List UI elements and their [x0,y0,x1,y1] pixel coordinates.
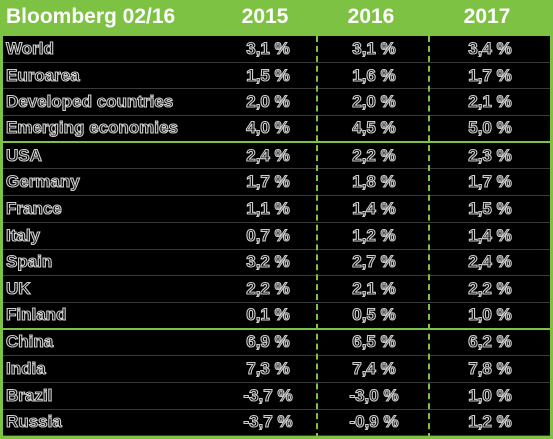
cell-2017: 2,2 % [468,278,513,299]
cell-2016: 4,5 % [352,118,397,138]
cell-2015: 7,3 % [246,359,291,379]
table-row: Euroarea 1,5 % 1,6 % 1,7 % [3,62,550,90]
cell-2015: 2,4 % [246,145,291,165]
cell-2015: 1,1 % [246,198,291,218]
row-label: Brazil [5,385,53,405]
cell-2017: 3,4 % [468,38,513,58]
cell-2017: 5,0 % [468,118,513,138]
cell-2016: 2,2 % [352,145,397,165]
cell-2016: 1,6 % [352,65,397,85]
cell-2016: -3,0 % [349,385,399,405]
row-label: UK [5,278,31,299]
cell-2017: 1,4 % [468,225,513,245]
table-row: Germany 1,7 % 1,8 % 1,7 % [3,169,550,197]
table-row: Developed countries 2,0 % 2,0 % 2,1 % [3,89,550,117]
cell-2017: 7,8 % [468,359,513,379]
cell-2016: 7,4 % [352,359,397,379]
cell-2015: 3,1 % [246,38,291,58]
cell-2016: 1,8 % [352,172,397,192]
column-header-2017: 2017 [463,5,511,28]
table-row: Spain 3,2 % 2,7 % 2,4 % [3,249,550,277]
cell-2015: 2,2 % [246,278,291,299]
cell-2017: 1,7 % [468,172,513,192]
cell-2017: 1,0 % [468,385,513,405]
cell-2015: 0,1 % [246,305,291,325]
table-row: World 3,1 % 3,1 % 3,4 % [3,36,550,63]
cell-2015: 0,7 % [246,225,291,245]
row-label: China [5,332,54,352]
cell-2016: 1,2 % [352,225,397,245]
cell-2017: 1,0 % [468,305,513,325]
cell-2015: -3,7 % [243,412,293,432]
row-label: Italy [5,225,41,245]
table-body: World 3,1 % 3,1 % 3,4 % Euroarea 1,5 % 1,6 % 1,… [3,36,550,437]
table-title: Bloomberg 02/16 [6,5,176,28]
cell-2017: 1,2 % [468,412,513,432]
column-header-2016: 2016 [347,5,395,28]
cell-2016: 2,0 % [352,92,397,112]
column-divider [316,36,318,439]
row-label: World [5,38,54,58]
cell-2016: 2,7 % [352,252,397,272]
cell-2016: 6,5 % [352,332,397,352]
cell-2016: 1,4 % [352,198,397,218]
cell-2017: 2,4 % [468,252,513,272]
cell-2015: 6,9 % [246,332,291,352]
cell-2015: 4,0 % [246,118,291,138]
table-row: China 6,9 % 6,5 % 6,2 % [3,329,550,357]
table-header: Bloomberg 02/16 2015 2016 2017 [0,0,553,36]
cell-2016: 0,5 % [352,305,397,325]
table-row: UK 2,2 % 2,1 % 2,2 % [3,276,550,303]
row-label: Euroarea [5,65,80,85]
row-label: France [5,198,62,218]
row-label: India [5,359,46,379]
cell-2015: 2,0 % [246,92,291,112]
row-label: Developed countries [5,92,174,112]
column-header-2015: 2015 [241,5,289,28]
row-label: Russia [5,412,62,432]
row-label: Finland [5,305,67,325]
cell-2017: 1,5 % [468,198,513,218]
table-row: France 1,1 % 1,4 % 1,5 % [3,196,550,223]
cell-2015: 3,2 % [246,252,291,272]
cell-2016: 3,1 % [352,38,397,58]
cell-2015: -3,7 % [243,385,293,405]
table-row: Finland 0,1 % 0,5 % 1,0 % [3,302,550,330]
row-label: Emerging economies [5,118,178,138]
cell-2017: 6,2 % [468,332,513,352]
row-label: Spain [5,252,53,272]
cell-2015: 1,5 % [246,65,291,85]
table-row: Italy 0,7 % 1,2 % 1,4 % [3,222,550,250]
row-label: USA [5,145,42,165]
table-row: USA 2,4 % 2,2 % 2,3 % [3,142,550,170]
cell-2015: 1,7 % [246,172,291,192]
row-label: Germany [5,172,80,192]
cell-2016: -0,9 % [349,412,399,432]
cell-2017: 2,1 % [468,92,513,112]
cell-2017: 1,7 % [468,65,513,85]
cell-2016: 2,1 % [352,278,397,299]
table-row: Emerging economies 4,0 % 4,5 % 5,0 % [3,116,550,143]
table-row: Russia -3,7 % -0,9 % 1,2 % [3,409,550,437]
cell-2017: 2,3 % [468,145,513,165]
table-row: India 7,3 % 7,4 % 7,8 % [3,356,550,383]
table-row: Brazil -3,7 % -3,0 % 1,0 % [3,382,550,410]
column-divider [428,36,430,439]
